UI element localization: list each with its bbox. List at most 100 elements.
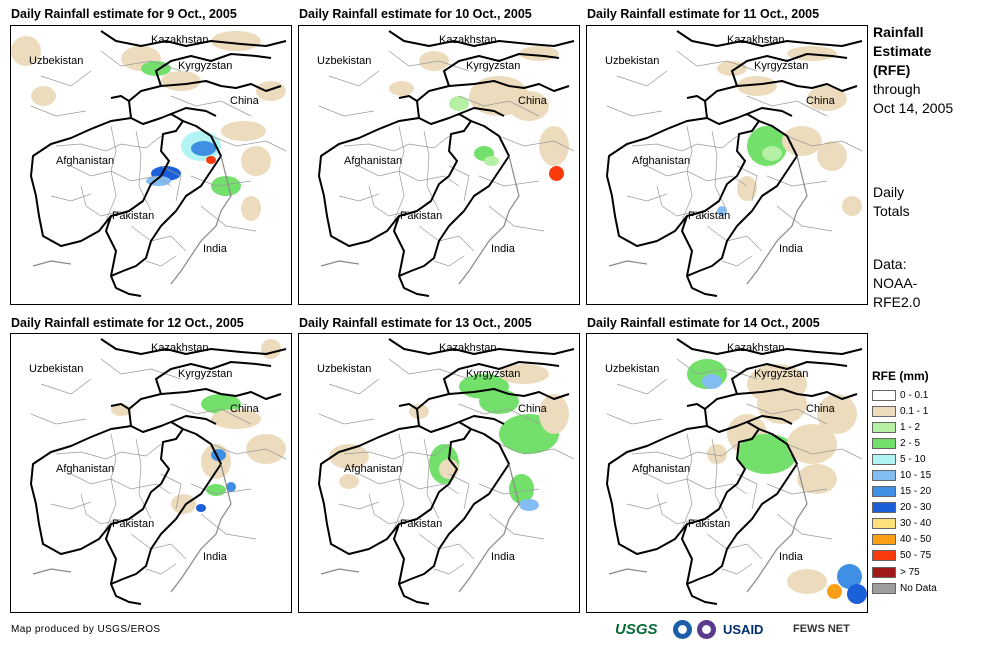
legend-item: 2 - 5 (872, 435, 937, 451)
panel-title: Daily Rainfall estimate for 14 Oct., 200… (587, 316, 820, 330)
india-boundary (320, 155, 520, 285)
rain-area (329, 444, 369, 469)
label-china: China (230, 403, 260, 415)
rain-area (842, 196, 862, 216)
rain-area (196, 504, 206, 512)
legend-title: RFE (mm) (872, 369, 929, 383)
rainfall-map: Kazakhstan Uzbekistan Kyrgyzstan China A… (29, 338, 287, 605)
label-kazakhstan: Kazakhstan (151, 342, 208, 354)
legend-swatch (872, 550, 896, 562)
rain-area (31, 86, 56, 106)
legend-label: 15 - 20 (900, 486, 932, 498)
country-boundaries (30, 30, 287, 297)
legend-label: 1 - 2 (900, 421, 921, 433)
rainfall-map: Kazakhstan Uzbekistan Kyrgyzstan China A… (605, 30, 863, 297)
rain-area (419, 51, 449, 71)
panel-title: Daily Rainfall estimate for 12 Oct., 200… (11, 316, 244, 330)
country-boundaries (606, 338, 863, 605)
label-india: India (203, 551, 228, 563)
usgs-logo: USGS (615, 621, 658, 638)
rain-area (389, 81, 414, 96)
india-boundary (608, 155, 808, 285)
rain-area (226, 482, 236, 492)
label-china: China (518, 95, 548, 107)
label-pakistan: Pakistan (400, 210, 442, 222)
country-boundaries (30, 338, 287, 605)
legend-label: No Data (900, 582, 937, 594)
map-credit: Map produced by USGS/EROS (11, 624, 161, 635)
rain-area (807, 86, 847, 111)
label-india: India (491, 551, 516, 563)
legend-swatch (872, 566, 896, 578)
panel-title: Daily Rainfall estimate for 10 Oct., 200… (299, 7, 532, 21)
label-china: China (806, 403, 836, 415)
rain-area (11, 36, 41, 66)
rain-area (339, 474, 359, 489)
rain-area (201, 444, 231, 479)
label-kyrgyzstan: Kyrgyzstan (466, 368, 520, 380)
legend-item: 20 - 30 (872, 500, 937, 516)
rain-area (484, 156, 499, 166)
legend-swatch (872, 486, 896, 498)
map-panel-4: Kazakhstan Uzbekistan Kyrgyzstan China A… (10, 333, 292, 613)
rain-area (737, 176, 757, 201)
rainfall-map: Kazakhstan Uzbekistan Kyrgyzstan China A… (11, 30, 287, 297)
rain-area (717, 206, 727, 216)
legend-swatch (872, 453, 896, 465)
rainfall-map: Kazakhstan Uzbekistan Kyrgyzstan China A… (605, 338, 867, 605)
legend-swatch (872, 582, 896, 594)
label-afghanistan: Afghanistan (344, 155, 402, 167)
rain-area (702, 374, 722, 389)
legend-item: 1 - 2 (872, 419, 937, 435)
label-uzbekistan: Uzbekistan (605, 363, 659, 375)
label-kazakhstan: Kazakhstan (439, 34, 496, 46)
legend-item: 10 - 15 (872, 467, 937, 483)
label-china: China (518, 403, 548, 415)
label-kazakhstan: Kazakhstan (151, 34, 208, 46)
label-kyrgyzstan: Kyrgyzstan (466, 60, 520, 72)
rain-area (509, 474, 534, 504)
legend-item: 0 - 0.1 (872, 387, 937, 403)
rain-area (206, 156, 216, 164)
rain-area (241, 146, 271, 176)
map-panel-5: Kazakhstan Uzbekistan Kyrgyzstan China A… (298, 333, 580, 613)
rain-area (827, 584, 842, 599)
label-uzbekistan: Uzbekistan (29, 363, 83, 375)
label-india: India (779, 243, 804, 255)
panel-title: Daily Rainfall estimate for 13 Oct., 200… (299, 316, 532, 330)
legend-item: 5 - 10 (872, 451, 937, 467)
label-kyrgyzstan: Kyrgyzstan (178, 60, 232, 72)
rain-area (211, 176, 241, 196)
legend-swatch (872, 389, 896, 401)
legend-item: 50 - 75 (872, 548, 937, 564)
panel-title: Daily Rainfall estimate for 9 Oct., 2005 (11, 7, 237, 21)
rain-area (509, 91, 549, 121)
label-afghanistan: Afghanistan (632, 463, 690, 475)
label-kyrgyzstan: Kyrgyzstan (754, 60, 808, 72)
label-kazakhstan: Kazakhstan (727, 342, 784, 354)
legend-label: 50 - 75 (900, 550, 932, 562)
legend-item: 40 - 50 (872, 532, 937, 548)
label-kazakhstan: Kazakhstan (727, 34, 784, 46)
label-pakistan: Pakistan (400, 518, 442, 530)
legend-swatch (872, 437, 896, 449)
rain-area (171, 494, 196, 514)
label-uzbekistan: Uzbekistan (317, 363, 371, 375)
label-kyrgyzstan: Kyrgyzstan (178, 368, 232, 380)
legend-label: 10 - 15 (900, 470, 932, 482)
rain-area (549, 166, 564, 181)
country-boundaries (606, 30, 863, 297)
legend-label: 40 - 50 (900, 534, 932, 546)
legend-swatch (872, 470, 896, 482)
dos-seal-icon (697, 620, 716, 639)
rain-area (762, 146, 782, 161)
rain-area (261, 339, 281, 359)
rain-area (141, 61, 171, 76)
legend-label: 5 - 10 (900, 453, 926, 465)
rain-area (499, 364, 549, 384)
rain-area (221, 121, 266, 141)
legend-label: 0.1 - 1 (900, 405, 929, 417)
label-uzbekistan: Uzbekistan (317, 55, 371, 67)
rain-area (787, 569, 827, 594)
label-india: India (491, 243, 516, 255)
